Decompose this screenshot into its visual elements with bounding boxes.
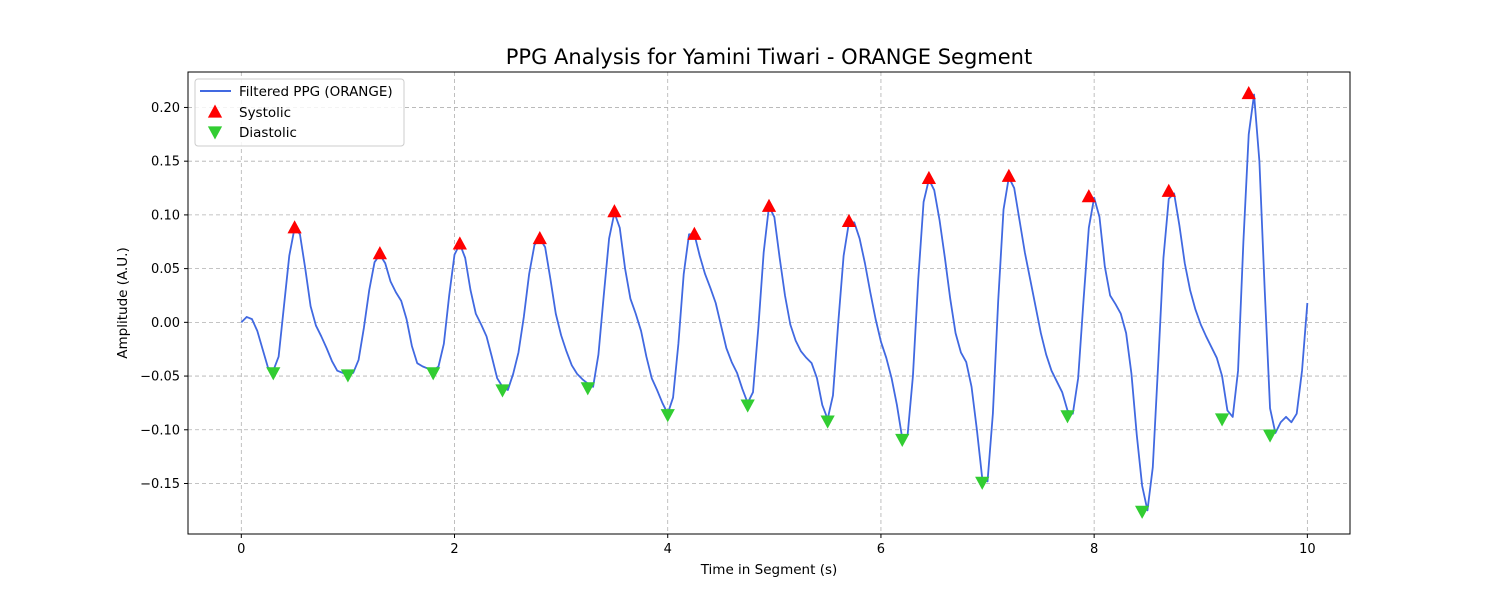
systolic-point [841, 213, 857, 227]
diastolic-point [975, 476, 990, 490]
y-tick-label: −0.05 [140, 370, 180, 385]
systolic-point [1081, 189, 1096, 203]
diastolic-point [1134, 505, 1150, 519]
diastolic-point [495, 384, 510, 398]
y-tick-label: 0.10 [151, 208, 180, 223]
x-axis-label: Time in Segment (s) [700, 562, 838, 578]
legend-swatch-diastolic [207, 126, 223, 140]
x-tick-label: 10 [1299, 542, 1316, 557]
systolic-point [372, 246, 388, 260]
x-tick-label: 6 [877, 542, 885, 557]
legend-box [194, 78, 405, 147]
x-tick-label: 4 [664, 542, 672, 557]
y-tick-label: −0.10 [140, 423, 180, 438]
legend-label-diastolic: Diastolic [239, 125, 297, 141]
systolic-point [532, 231, 547, 245]
diastolic-point [1214, 413, 1230, 427]
diastolic-point [1060, 410, 1075, 424]
y-tick-label: 0.00 [151, 316, 180, 331]
series-line-filtered-ppg [240, 93, 1309, 512]
diastolic-point [340, 369, 356, 383]
diastolic-point [1262, 429, 1278, 443]
chart-title: PPG Analysis for Yamini Tiwari - ORANGE … [506, 45, 1032, 69]
y-axis-label: Amplitude (A.U.) [115, 247, 131, 358]
legend-swatch-systolic [207, 104, 223, 118]
diastolic-point [266, 367, 281, 381]
systolic-point [1241, 85, 1256, 100]
x-tick-label: 8 [1090, 542, 1098, 557]
legend-label-filtered-ppg: Filtered PPG (ORANGE) [239, 84, 393, 100]
systolic-point [921, 170, 937, 184]
diastolic-point [820, 415, 835, 429]
diastolic-point [660, 409, 675, 423]
grid [188, 72, 1350, 534]
diastolic-point [895, 433, 910, 447]
systolic-point [607, 204, 622, 218]
diastolic-point [740, 399, 755, 413]
legend-label-systolic: Systolic [239, 105, 291, 121]
axis-ticks: 0 2 4 6 8 10 −0.15 −0.10 −0.05 0.00 0.05 0.10 0.15 0.… [140, 101, 1315, 557]
y-tick-label: 0.20 [151, 101, 180, 116]
systolic-point [687, 226, 702, 240]
diastolic-point [580, 382, 595, 396]
diastolic-point [426, 367, 441, 381]
x-tick-label: 2 [450, 542, 458, 557]
systolic-point [1161, 183, 1176, 197]
data-series [240, 85, 1309, 519]
plot-frame [187, 71, 1351, 535]
x-tick-label: 0 [237, 542, 245, 557]
legend: Filtered PPG (ORANGE) Systolic Diastolic [194, 78, 405, 147]
y-tick-label: 0.15 [151, 155, 180, 170]
systolic-point [452, 236, 467, 250]
systolic-point [1001, 168, 1016, 182]
y-tick-label: −0.15 [140, 477, 180, 492]
systolic-point [761, 198, 777, 212]
systolic-point [287, 220, 302, 234]
y-tick-label: 0.05 [151, 262, 180, 277]
